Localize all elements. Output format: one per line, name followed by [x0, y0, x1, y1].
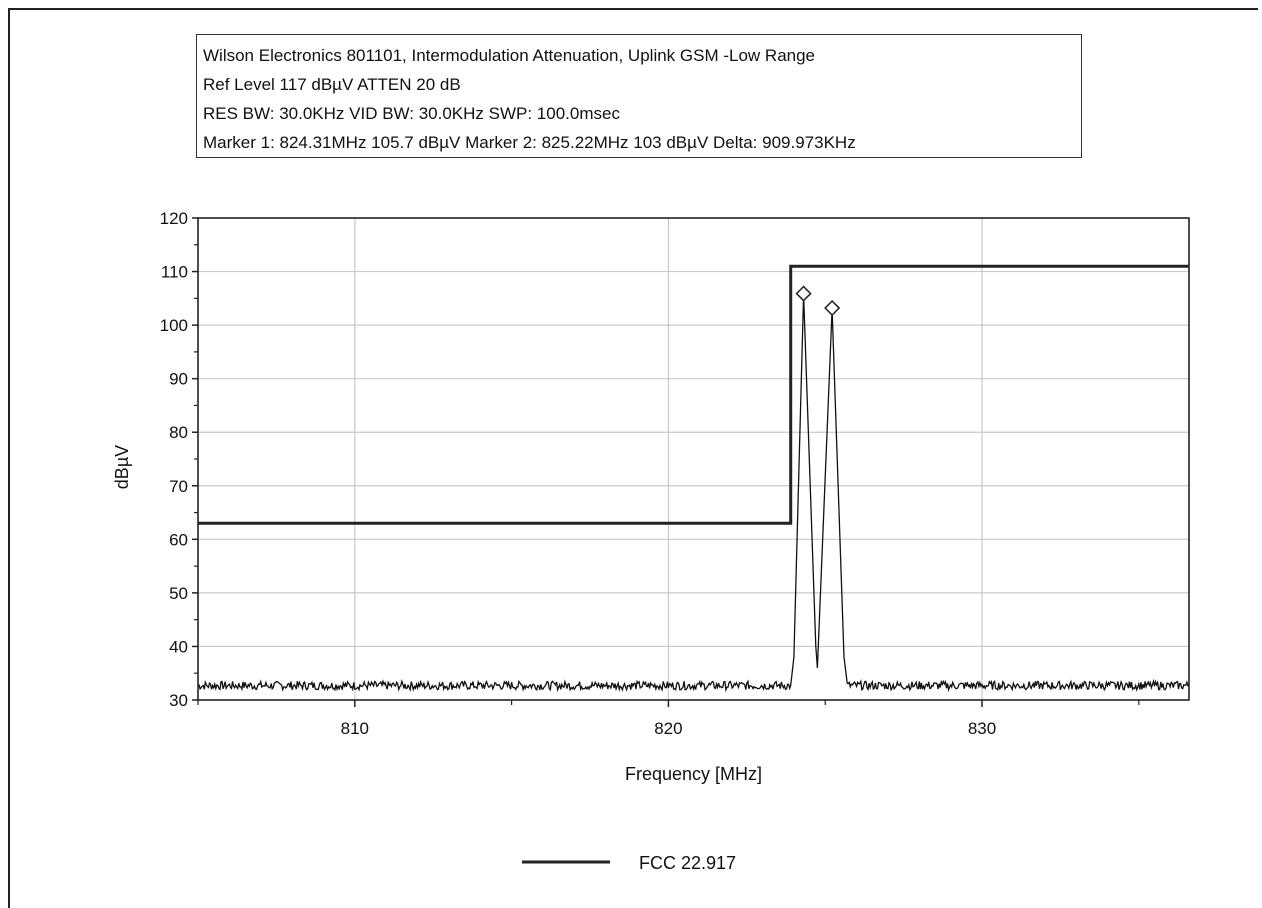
y-axis-title: dBµV: [112, 445, 132, 489]
y-tick-label: 120: [160, 209, 188, 228]
y-tick-label: 70: [169, 477, 188, 496]
measurement-info-box: Wilson Electronics 801101, Intermodulati…: [196, 34, 1082, 158]
y-tick-label: 110: [161, 263, 188, 282]
y-tick-label: 90: [169, 370, 188, 389]
y-tick-label: 30: [169, 691, 188, 710]
y-tick-label: 60: [169, 530, 188, 549]
figure-frame: [8, 8, 1258, 908]
marker-diamond: [795, 285, 812, 302]
plot-area-border: [197, 217, 1190, 701]
y-tick-label: 50: [169, 584, 188, 603]
x-tick-label: 830: [968, 719, 996, 738]
legend-label-fcc: FCC 22.917: [639, 853, 736, 873]
limit-line-fcc: [198, 264, 1189, 525]
info-line-markers: Marker 1: 824.31MHz 105.7 dBµV Marker 2:…: [203, 133, 856, 152]
measured-trace-line: [197, 294, 1190, 693]
marker-diamond: [824, 299, 841, 317]
x-tick-label: 820: [654, 719, 682, 738]
info-line-ref-level: Ref Level 117 dBµV ATTEN 20 dB: [203, 75, 461, 94]
info-line-title: Wilson Electronics 801101, Intermodulati…: [203, 46, 816, 65]
info-line-bandwidth: RES BW: 30.0KHz VID BW: 30.0KHz SWP: 100…: [203, 104, 620, 123]
x-tick-label: 810: [341, 719, 369, 738]
y-tick-label: 100: [160, 316, 188, 335]
x-axis-title: Frequency [MHz]: [625, 764, 762, 784]
y-tick-label: 80: [169, 423, 188, 442]
y-tick-label: 40: [169, 637, 188, 656]
